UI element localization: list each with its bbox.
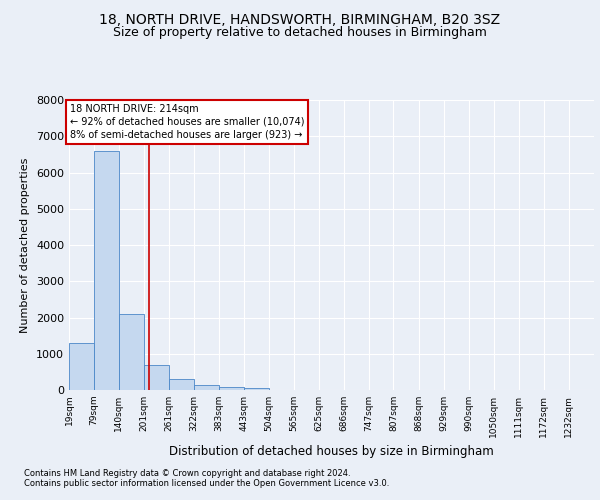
Bar	[244, 388, 269, 390]
Bar	[94, 151, 119, 390]
Y-axis label: Number of detached properties: Number of detached properties	[20, 158, 31, 332]
Bar	[169, 379, 194, 390]
Text: Contains HM Land Registry data © Crown copyright and database right 2024.: Contains HM Land Registry data © Crown c…	[24, 468, 350, 477]
Bar	[69, 343, 94, 390]
Text: Contains public sector information licensed under the Open Government Licence v3: Contains public sector information licen…	[24, 478, 389, 488]
Text: 18, NORTH DRIVE, HANDSWORTH, BIRMINGHAM, B20 3SZ: 18, NORTH DRIVE, HANDSWORTH, BIRMINGHAM,…	[100, 12, 500, 26]
Bar	[119, 314, 144, 390]
Bar	[144, 364, 169, 390]
X-axis label: Distribution of detached houses by size in Birmingham: Distribution of detached houses by size …	[169, 446, 494, 458]
Bar	[194, 386, 219, 390]
Text: 18 NORTH DRIVE: 214sqm
← 92% of detached houses are smaller (10,074)
8% of semi-: 18 NORTH DRIVE: 214sqm ← 92% of detached…	[70, 104, 304, 140]
Text: Size of property relative to detached houses in Birmingham: Size of property relative to detached ho…	[113, 26, 487, 39]
Bar	[219, 387, 244, 390]
